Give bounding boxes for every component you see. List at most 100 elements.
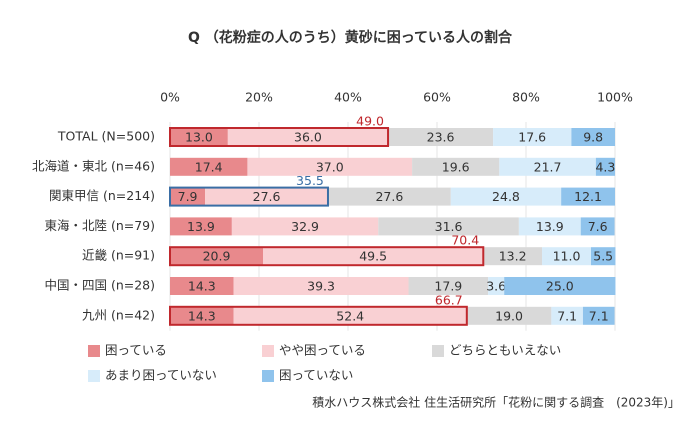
bar-segment [499,157,596,176]
x-tick-label: 80% [512,90,540,105]
bar-segment [205,187,328,206]
bar-segment [504,277,616,295]
bar-segment [412,157,500,176]
value-label: 5.5 [593,249,613,264]
value-label: 7.9 [178,189,198,204]
bar-segment [582,306,615,325]
value-label: 17.6 [518,130,546,145]
total-label: 35.5 [296,173,324,188]
bar-segment [493,128,572,146]
legend-label: どちらともいえない [449,343,561,358]
value-label: 19.0 [495,308,523,323]
value-label: 13.0 [185,130,213,145]
bar-segment [233,306,467,325]
bar-segment [170,157,248,176]
value-label: 36.0 [294,130,322,145]
bar-segment [408,277,489,295]
bar-segment [518,217,581,236]
bar-segment [450,187,562,206]
bar-segment [580,217,615,236]
value-label: 13.2 [499,249,527,264]
total-label: 49.0 [356,114,384,129]
value-label: 27.6 [375,189,403,204]
value-label: 27.6 [253,189,281,204]
x-tick-label: 100% [597,90,633,105]
highlight-box [169,305,468,326]
value-label: 14.3 [188,308,216,323]
x-tick-label: 0% [160,90,180,105]
value-label: 7.1 [589,308,609,323]
bar-segment [327,187,451,206]
x-tick-label: 20% [245,90,273,105]
value-label: 13.9 [536,219,564,234]
highlight-box [169,186,329,207]
bar-segment [263,247,484,266]
value-label: 7.1 [557,308,577,323]
value-label: 20.9 [203,249,231,264]
bar-segment [170,306,234,325]
value-label: 32.9 [291,219,319,234]
bar-segment [170,247,264,266]
y-tick-label: 東海・北陸 (n=79) [44,218,155,233]
value-label: 52.4 [336,308,364,323]
y-tick-label: 近畿 (n=91) [82,248,155,263]
total-label: 66.7 [435,292,463,307]
y-tick-label: 中国・四国 (n=28) [44,278,155,293]
chart-title: Q （花粉症の人のうち）黄砂に困っている人の割合 [188,29,513,46]
value-label: 49.5 [359,249,387,264]
bar-segment [466,306,552,325]
legend-swatch [432,345,444,357]
value-label: 19.6 [442,159,470,174]
value-label: 12.1 [574,189,602,204]
bar-segment [590,247,616,266]
legend-swatch [262,370,274,382]
legend-swatch [88,370,100,382]
value-label: 24.8 [492,189,520,204]
bar-segment [388,128,494,146]
bar-segment [542,247,591,266]
bar-segment [247,157,413,176]
source-note: 積水ハウス株式会社 住生活研究所「花粉に関する調査 (2023年)」 [312,395,680,410]
x-tick-label: 60% [423,90,451,105]
value-label: 23.6 [427,130,455,145]
value-label: 9.8 [583,130,603,145]
legend-label: やや困っている [279,343,366,358]
bar-segment [227,128,389,146]
legend-swatch [262,345,274,357]
value-label: 11.0 [553,249,581,264]
bar-segment [231,217,379,236]
value-label: 21.7 [534,159,562,174]
bar-segment [595,157,615,176]
value-label: 25.0 [546,279,574,294]
value-label: 3.6 [486,279,506,294]
y-tick-label: 関東甲信 (n=214) [49,188,155,203]
bar-segment [551,306,583,325]
bar-segment [170,128,228,146]
legend-swatch [88,345,100,357]
total-label: 70.4 [451,233,479,248]
bar-segment [170,187,206,206]
y-tick-label: 北海道・東北 (n=46) [32,158,155,173]
y-tick-label: TOTAL (N=500) [57,129,155,144]
bar-segment [483,247,543,266]
bar-segment [488,277,505,295]
bar-segment [571,128,615,146]
x-tick-label: 40% [334,90,362,105]
value-label: 7.6 [588,219,608,234]
value-label: 37.0 [316,159,344,174]
value-label: 13.9 [187,219,215,234]
value-label: 39.3 [307,279,335,294]
legend-label: 困っていない [279,368,353,383]
legend-label: あまり困っていない [105,368,217,383]
value-label: 4.3 [595,159,615,174]
highlight-box [169,127,390,147]
bar-segment [378,217,519,236]
bar-segment [561,187,615,206]
bar-segment [233,277,409,295]
legend-label: 困っている [105,343,167,358]
bar-segment [170,217,232,236]
bar-segment [170,277,234,295]
highlight-box [169,246,485,267]
value-label: 17.9 [434,279,462,294]
